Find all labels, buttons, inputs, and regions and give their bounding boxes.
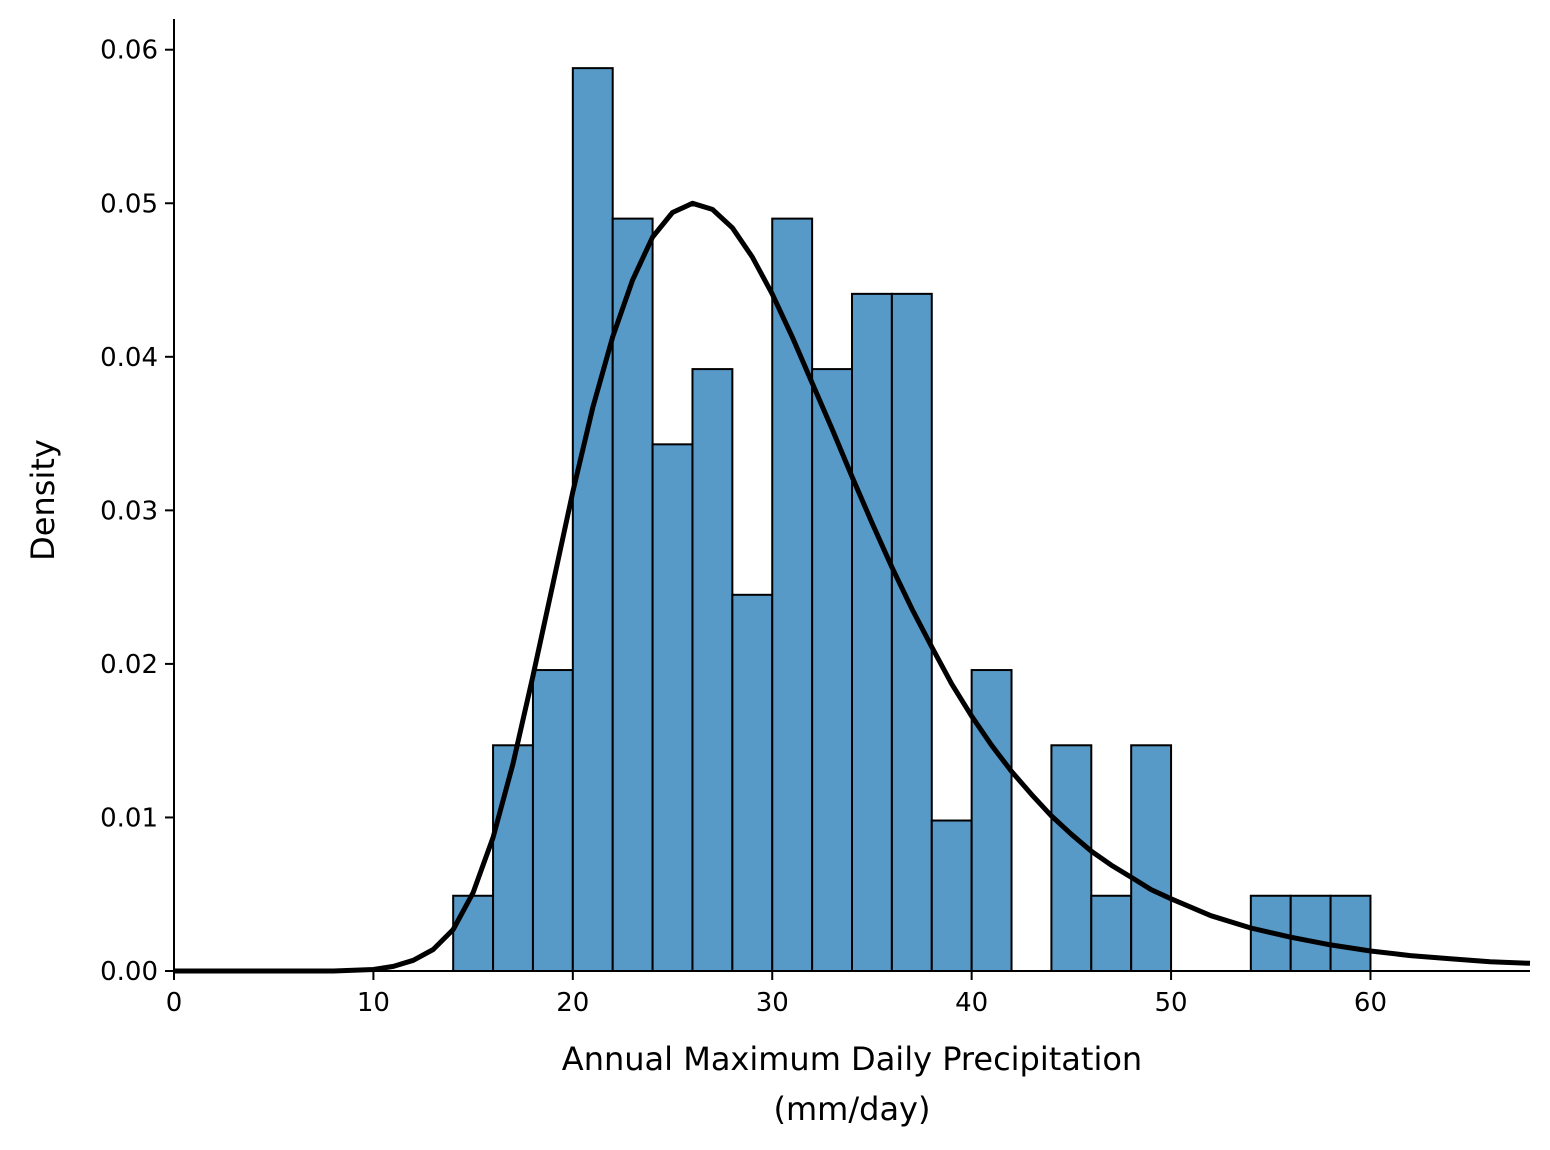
y-axis-ticks: 0.00 0.01 0.02 0.03 0.04 0.05 0.06 xyxy=(100,36,174,987)
y-tick-label: 0.06 xyxy=(100,36,158,66)
x-tick-label: 10 xyxy=(357,988,390,1018)
y-tick-label: 0.00 xyxy=(100,957,158,987)
histogram-bar xyxy=(771,217,814,972)
histogram-bar xyxy=(492,744,534,972)
histogram-bar xyxy=(970,669,1013,972)
histogram-bar xyxy=(611,217,654,972)
y-tick-label: 0.03 xyxy=(100,496,158,526)
y-tick-label: 0.05 xyxy=(100,189,158,219)
histogram-bar xyxy=(811,368,854,972)
histogram-bar xyxy=(1289,894,1332,972)
x-tick-label: 50 xyxy=(1155,988,1188,1018)
histogram-bar xyxy=(691,368,734,972)
histogram-bar xyxy=(531,669,574,972)
histogram-bar xyxy=(1050,744,1093,972)
x-tick-label: 40 xyxy=(955,988,988,1018)
histogram-bar xyxy=(851,292,893,972)
y-tick-label: 0.04 xyxy=(100,343,158,373)
histogram-bar xyxy=(571,67,614,972)
y-axis-label: Density xyxy=(24,439,62,561)
histogram-bar xyxy=(1329,894,1372,972)
histogram-bar xyxy=(930,819,973,972)
y-tick-label: 0.02 xyxy=(100,650,158,680)
x-tick-label: 0 xyxy=(166,988,183,1018)
histogram-bar xyxy=(1130,744,1173,972)
histogram-bar xyxy=(651,443,694,972)
histogram-bar xyxy=(1090,894,1133,972)
fitted-density-curve xyxy=(174,200,1531,974)
x-tick-label: 30 xyxy=(756,988,789,1018)
x-axis-ticks: 0 10 20 30 40 50 60 xyxy=(166,971,1387,1018)
histogram-bar xyxy=(731,593,774,972)
histogram-bars xyxy=(452,67,1372,972)
histogram-bar xyxy=(452,894,495,972)
x-tick-label: 20 xyxy=(556,988,589,1018)
x-axis-label-line1: Annual Maximum Daily Precipitation xyxy=(562,1040,1142,1078)
x-axis-label-line2: (mm/day) xyxy=(774,1090,931,1128)
y-tick-label: 0.01 xyxy=(100,803,158,833)
x-tick-label: 60 xyxy=(1354,988,1387,1018)
